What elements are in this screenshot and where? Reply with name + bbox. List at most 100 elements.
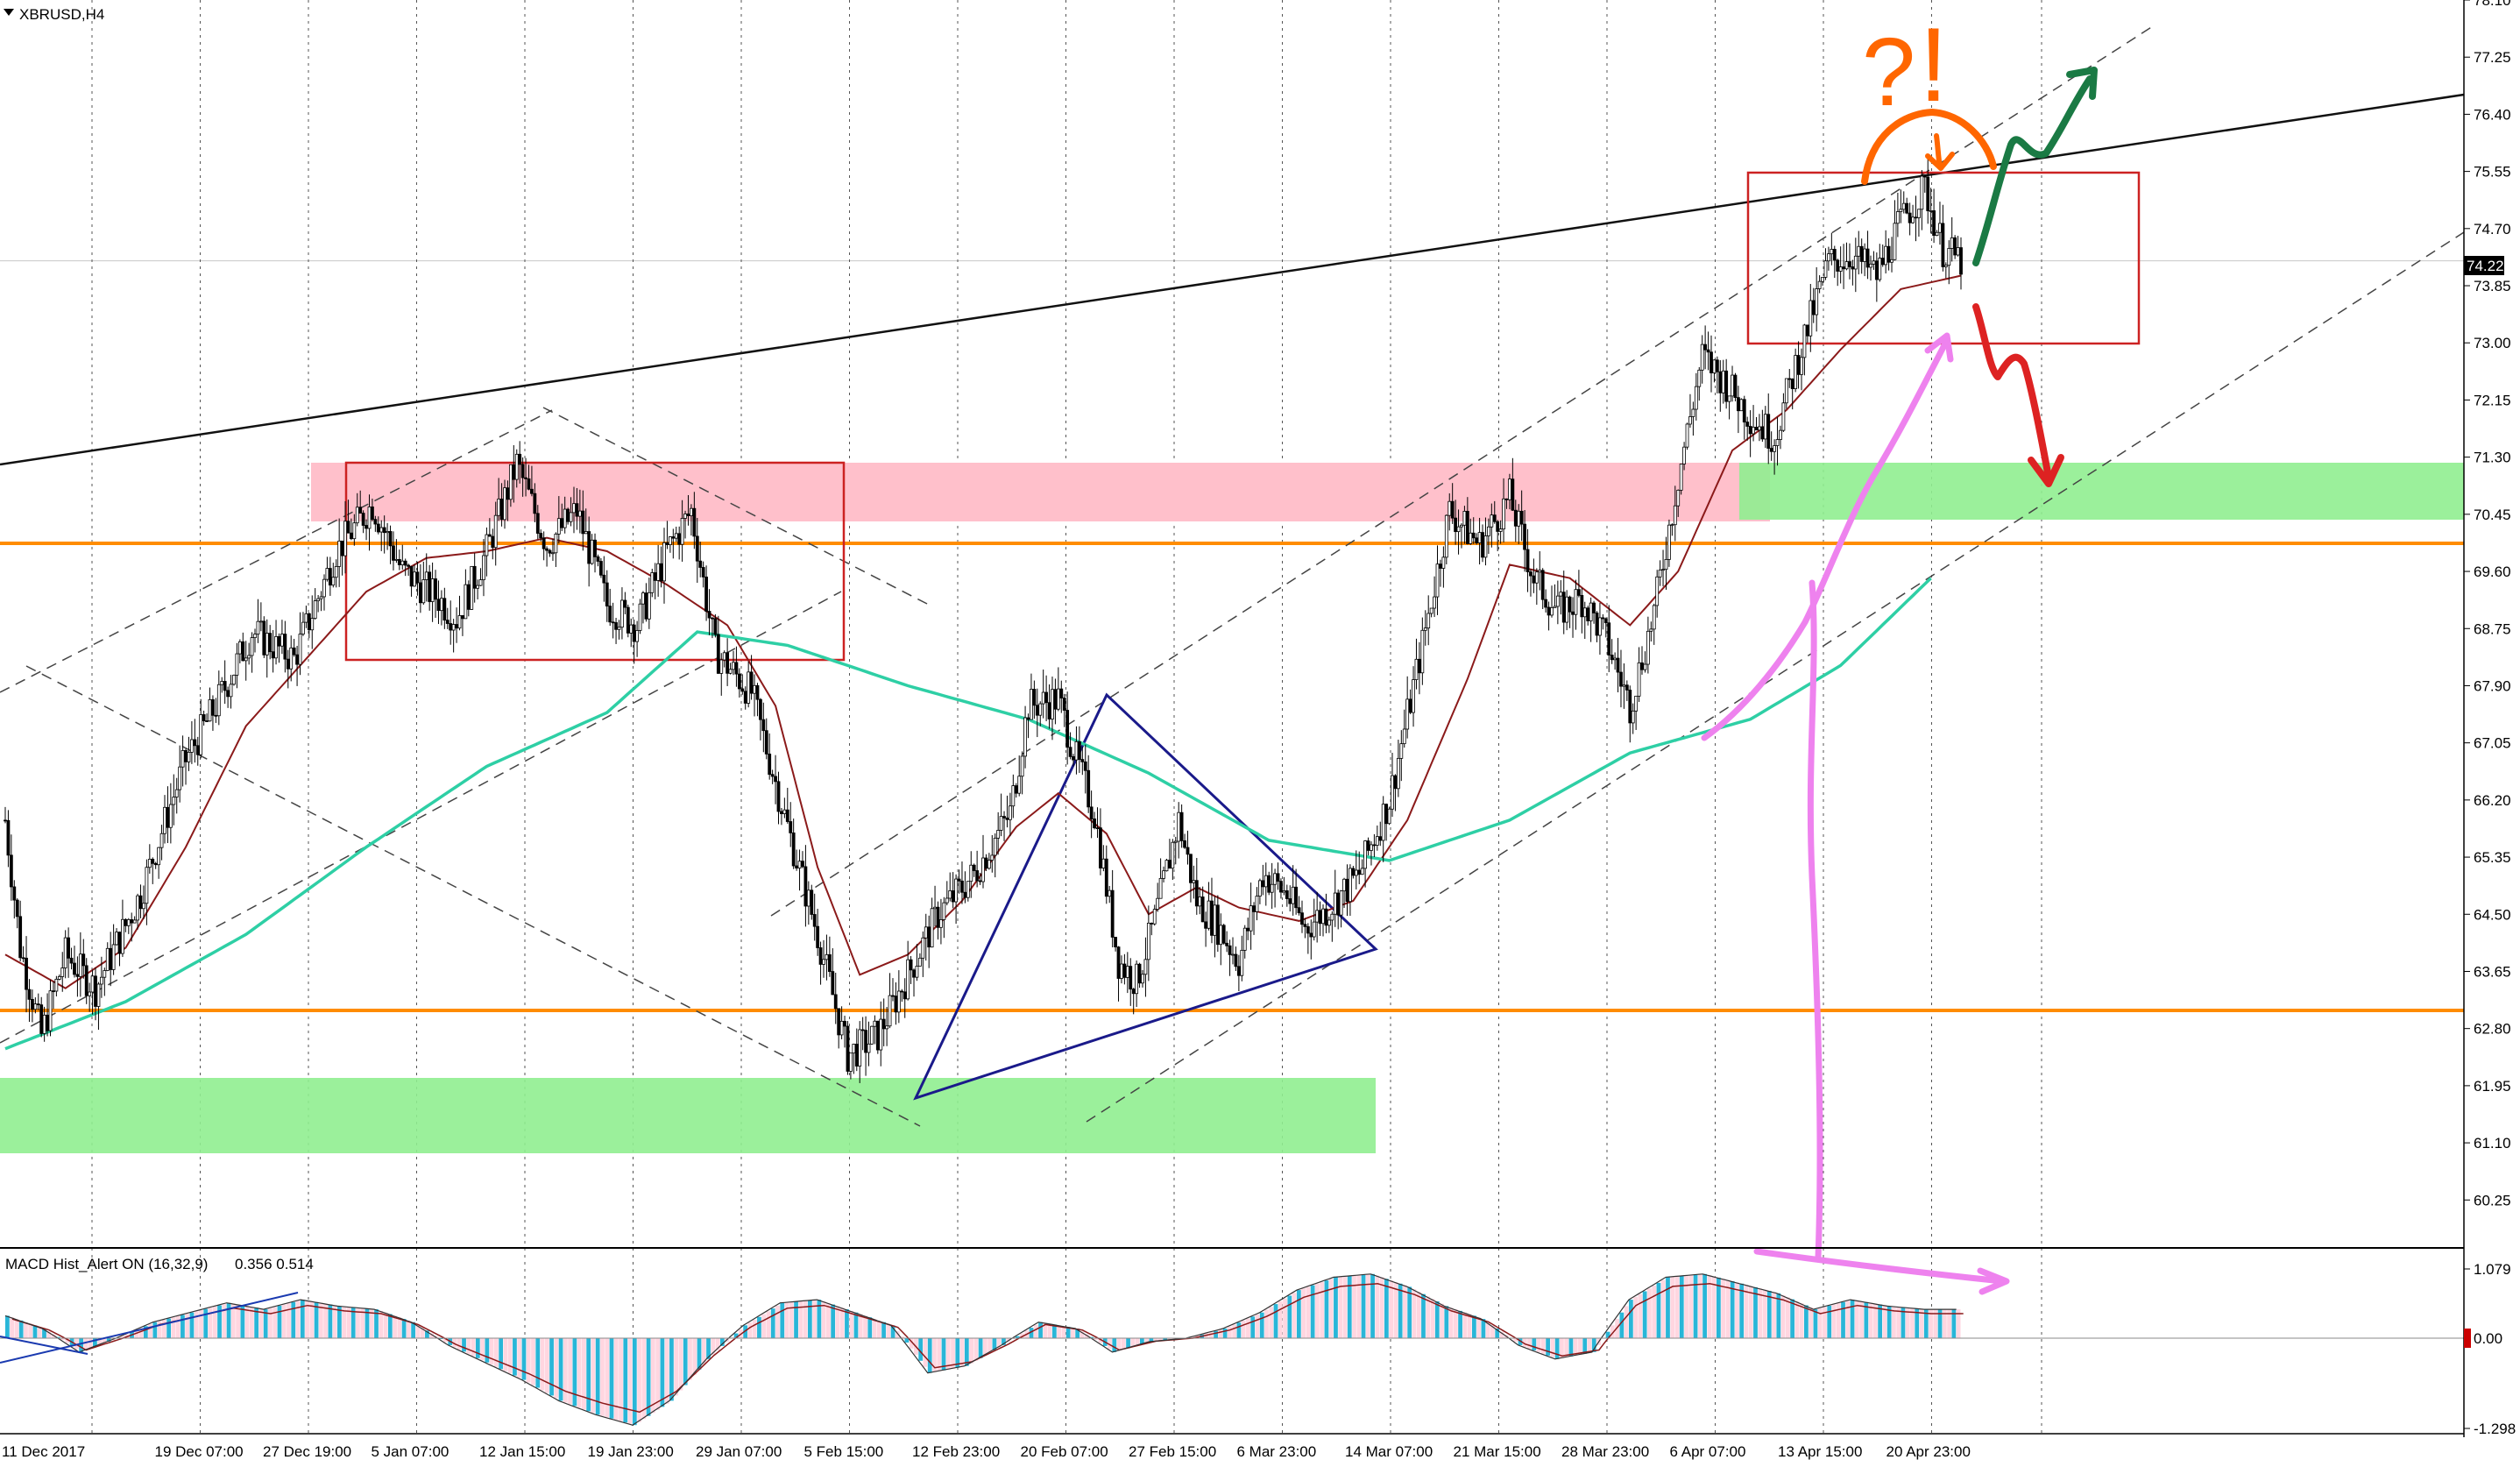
candle-body — [293, 648, 295, 655]
candle-body — [425, 572, 428, 580]
candle-body — [1938, 223, 1941, 232]
candle-body — [615, 622, 618, 629]
candle-body — [918, 958, 921, 966]
candle-body — [58, 976, 60, 979]
candle-body — [955, 879, 958, 902]
candle-body — [1439, 564, 1441, 569]
candle-body — [1316, 911, 1319, 922]
candle-body — [1499, 529, 1502, 532]
candle-body — [1581, 595, 1583, 616]
candle-body — [555, 534, 557, 552]
candle-body — [916, 966, 918, 977]
candle-body — [223, 681, 226, 690]
candle-body — [471, 566, 473, 609]
macd-bar — [1329, 1279, 1334, 1338]
candle-body — [958, 879, 960, 881]
macd-bar — [1458, 1311, 1462, 1338]
candle-body — [675, 534, 677, 538]
candle-body — [173, 797, 175, 805]
macd-bar — [600, 1338, 605, 1416]
candle-body — [807, 890, 810, 906]
macd-bar — [1666, 1277, 1670, 1338]
candle-body — [765, 731, 768, 755]
candle-body — [1247, 928, 1249, 931]
candle-body — [449, 624, 452, 630]
candle-body — [311, 619, 314, 630]
candle-body — [1923, 176, 1926, 177]
candle-body — [308, 613, 310, 629]
macd-bar — [610, 1338, 614, 1419]
candle-body — [1279, 882, 1282, 892]
candle-body — [796, 866, 798, 868]
candle-body — [1816, 289, 1818, 315]
candle-body — [419, 583, 421, 603]
candle-body — [1042, 692, 1044, 704]
candle-body — [67, 938, 70, 958]
candle-body — [1063, 698, 1065, 711]
candle-body — [1415, 659, 1418, 679]
candle-body — [461, 615, 464, 618]
candle-body — [254, 634, 257, 638]
candle-body — [789, 822, 792, 833]
candle-body — [762, 719, 765, 731]
macd-bar — [166, 1319, 171, 1338]
candle-body — [344, 521, 347, 556]
symbol-label: XBRUSD,H4 — [19, 6, 104, 23]
candle-body — [1111, 890, 1114, 937]
macd-bar — [767, 1311, 771, 1338]
candle-body — [1205, 922, 1207, 928]
candle-body — [1147, 923, 1150, 959]
macd-bar — [278, 1306, 282, 1338]
candle-body — [1837, 260, 1839, 272]
candle-body — [1677, 490, 1680, 506]
macd-bar — [1809, 1308, 1813, 1338]
candle-body — [1421, 630, 1424, 672]
candle-body — [88, 992, 91, 996]
candle-body — [1433, 597, 1436, 608]
candle-body — [582, 511, 584, 534]
candle-body — [1015, 786, 1017, 794]
candle-body — [163, 807, 166, 833]
candle-body — [1226, 943, 1228, 946]
candle-body — [1087, 770, 1090, 807]
x-tick-label: 11 Dec 2017 — [2, 1443, 85, 1460]
macd-bar — [181, 1315, 185, 1338]
candle-body — [4, 820, 7, 821]
candle-body — [1235, 954, 1237, 967]
candle-body — [563, 509, 566, 528]
candle-body — [1201, 896, 1204, 921]
candle-body — [1722, 371, 1724, 393]
macd-bar — [840, 1308, 845, 1338]
candle-body — [1933, 210, 1936, 235]
macd-bar — [1804, 1305, 1809, 1338]
candle-body — [1325, 909, 1327, 925]
macd-bar — [1223, 1329, 1228, 1338]
candle-body — [1060, 689, 1063, 698]
candle-body — [1713, 360, 1716, 373]
candle-body — [741, 689, 744, 691]
candle-body — [1680, 464, 1682, 490]
candle-body — [1505, 499, 1508, 500]
macd-bar — [1389, 1280, 1393, 1338]
candle-body — [1917, 209, 1920, 218]
macd-bar — [1823, 1307, 1827, 1338]
candle-body — [1872, 261, 1875, 265]
candle-body — [1623, 685, 1625, 686]
macd-bar — [836, 1306, 840, 1338]
candle-body — [55, 979, 58, 991]
macd-bar — [679, 1338, 683, 1391]
candle-body — [395, 559, 398, 560]
x-tick-label: 20 Apr 23:00 — [1886, 1443, 1971, 1460]
macd-bar — [1394, 1282, 1398, 1338]
candle-body — [1801, 358, 1803, 374]
candle-body — [338, 541, 341, 566]
candle-body — [1084, 762, 1087, 770]
macd-bar — [1717, 1278, 1721, 1338]
macd-bar — [517, 1338, 521, 1378]
candle-body — [1418, 659, 1420, 672]
candle-body — [1755, 427, 1758, 429]
macd-bar — [1407, 1286, 1412, 1338]
candle-body — [717, 634, 719, 673]
candle-body — [248, 656, 251, 658]
candle-body — [939, 919, 942, 927]
